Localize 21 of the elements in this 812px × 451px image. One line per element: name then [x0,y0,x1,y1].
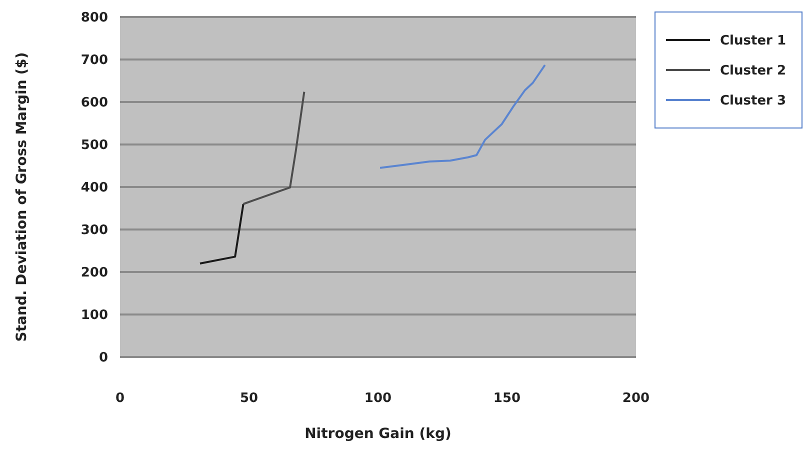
x-tick-label: 0 [115,391,125,406]
line-series [242,90,306,205]
y-tick-label: 700 [80,53,108,68]
y-tick-label: 500 [80,138,108,154]
legend-label: Cluster 1 [720,34,786,49]
y-tick-label: 400 [80,180,108,196]
y-tick-label: 800 [80,10,108,26]
y-tick-label: 100 [80,308,108,324]
y-tick-label: 200 [80,266,108,281]
x-tick-label: 100 [364,391,392,406]
y-axis-title: Stand. Deviation of Gross Margin ($) [14,52,30,342]
x-tick-label: 150 [493,391,521,406]
legend-label: Cluster 3 [720,94,786,109]
y-tick-label: 0 [98,350,108,366]
x-axis-title: Nitrogen Gain (kg) [304,426,452,442]
y-tick-label: 600 [80,96,108,111]
legend-label: Cluster 2 [720,64,786,79]
line-series [379,64,546,169]
x-tick-label: 50 [240,391,258,406]
y-tick-label: 300 [80,223,108,238]
x-tick-label: 200 [622,391,650,406]
